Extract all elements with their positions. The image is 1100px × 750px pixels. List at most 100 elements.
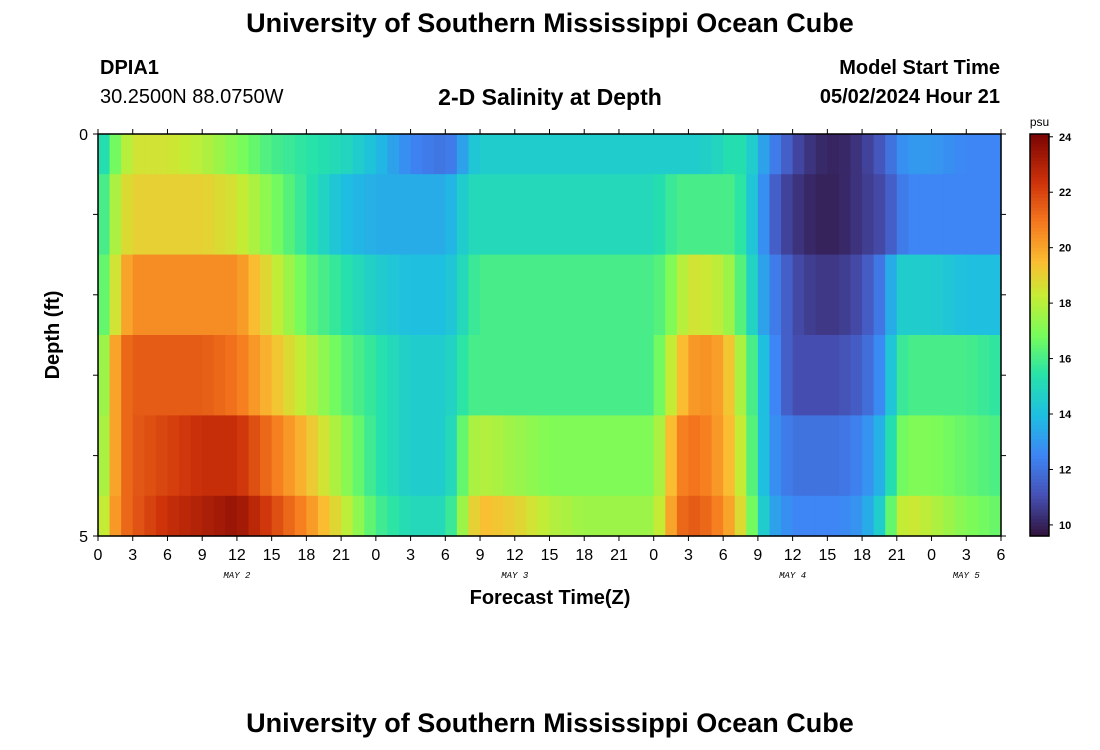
heatmap-cell: [977, 335, 991, 416]
heatmap-cell: [98, 415, 111, 497]
colorbar-segment: [1030, 438, 1049, 443]
heatmap-cell: [537, 415, 551, 497]
heatmap-cell: [850, 495, 863, 537]
heatmap-cell: [919, 254, 933, 336]
heatmap-cell: [213, 254, 226, 336]
heatmap-cell: [781, 254, 794, 336]
colorbar-segment: [1030, 335, 1049, 339]
heatmap-cell: [283, 415, 296, 497]
heatmap-cell: [989, 174, 1002, 256]
heatmap-cell: [526, 335, 539, 416]
heatmap-cell: [653, 335, 666, 416]
colorbar-segment: [1030, 492, 1049, 497]
heatmap-cell: [329, 254, 342, 336]
colorbar-segment: [1030, 254, 1049, 259]
y-tick-label: 5: [79, 529, 88, 546]
heatmap-cell: [757, 254, 771, 336]
heatmap-cell: [954, 254, 967, 336]
heatmap-cell: [271, 415, 284, 497]
colorbar-segment: [1030, 147, 1049, 152]
heatmap-cell: [491, 134, 504, 175]
colorbar-segment: [1030, 318, 1049, 323]
heatmap-cell: [595, 495, 608, 537]
colorbar-segment: [1030, 358, 1049, 363]
heatmap-cell: [144, 415, 157, 497]
heatmap-cell: [294, 174, 307, 256]
heatmap-cell: [618, 415, 632, 497]
heatmap-cell: [306, 134, 319, 175]
heatmap-cell: [827, 415, 840, 497]
colorbar-segment: [1030, 140, 1049, 145]
heatmap-cell: [155, 495, 169, 537]
heatmap-cell: [341, 495, 354, 537]
heatmap-cell: [665, 134, 678, 175]
colorbar-segment: [1030, 257, 1049, 262]
heatmap-cell: [815, 335, 828, 416]
colorbar-segment: [1030, 472, 1049, 477]
heatmap-cell: [792, 335, 805, 416]
heatmap-cell: [202, 174, 215, 256]
heatmap-cell: [121, 254, 134, 336]
heatmap-cell: [838, 415, 852, 497]
colorbar-segment: [1030, 522, 1049, 527]
heatmap-cell: [514, 415, 527, 497]
colorbar-segment: [1030, 412, 1049, 416]
heatmap-cell: [410, 335, 423, 416]
colorbar-segment: [1030, 448, 1049, 453]
colorbar-segment: [1030, 298, 1049, 303]
x-tick-label: 18: [853, 547, 871, 564]
heatmap-cell: [271, 254, 284, 336]
heatmap-cell: [734, 335, 747, 416]
heatmap-cell: [121, 495, 134, 537]
heatmap-cell: [225, 174, 238, 256]
heatmap-cell: [480, 495, 493, 537]
heatmap-cell: [364, 254, 377, 336]
heatmap-cell: [769, 134, 782, 175]
x-tick-label: 12: [506, 547, 524, 564]
heatmap-cell: [549, 134, 562, 175]
colorbar-segment: [1030, 154, 1049, 159]
colorbar-segment: [1030, 402, 1049, 406]
heatmap-cell: [329, 495, 342, 537]
heatmap-cell: [236, 495, 250, 537]
heatmap-cell: [248, 495, 261, 537]
heatmap-cell: [781, 134, 794, 175]
station-coordinates: 30.2500N 88.0750W: [100, 86, 284, 108]
footer-title: University of Southern Mississippi Ocean…: [246, 708, 854, 738]
heatmap-cell: [98, 335, 111, 416]
colorbar-segment: [1030, 291, 1049, 296]
heatmap-cell: [653, 415, 666, 497]
heatmap-cell: [410, 495, 423, 537]
heatmap-cell: [827, 254, 840, 336]
heatmap-cell: [387, 174, 400, 256]
heatmap-cell: [885, 134, 898, 175]
heatmap-cell: [375, 335, 389, 416]
colorbar-segment: [1030, 294, 1049, 299]
heatmap-cell: [98, 254, 111, 336]
heatmap-cell: [283, 254, 296, 336]
colorbar-segment: [1030, 144, 1049, 148]
heatmap-cell: [595, 415, 608, 497]
heatmap-cell: [364, 415, 377, 497]
heatmap-cell: [456, 495, 470, 537]
model-start-label: Model Start Time: [839, 57, 1000, 79]
heatmap-cell: [503, 174, 516, 256]
colorbar-segment: [1030, 475, 1049, 480]
heatmap-cell: [213, 174, 226, 256]
colorbar-segment: [1030, 532, 1049, 537]
heatmap-cell: [410, 415, 423, 497]
colorbar-segment: [1030, 304, 1049, 309]
colorbar-segment: [1030, 204, 1049, 209]
heatmap-cell: [688, 254, 701, 336]
x-axis-label: Forecast Time(Z): [470, 587, 631, 609]
heatmap-cell: [896, 415, 909, 497]
heatmap-cell: [896, 134, 909, 175]
heatmap-cell: [225, 335, 238, 416]
colorbar-segment: [1030, 351, 1049, 356]
heatmap-cell: [179, 254, 192, 336]
heatmap-cell: [827, 335, 840, 416]
heatmap-cell: [248, 174, 261, 256]
heatmap-cell: [734, 174, 747, 256]
heatmap-cell: [445, 335, 458, 416]
heatmap-cell: [109, 134, 122, 175]
